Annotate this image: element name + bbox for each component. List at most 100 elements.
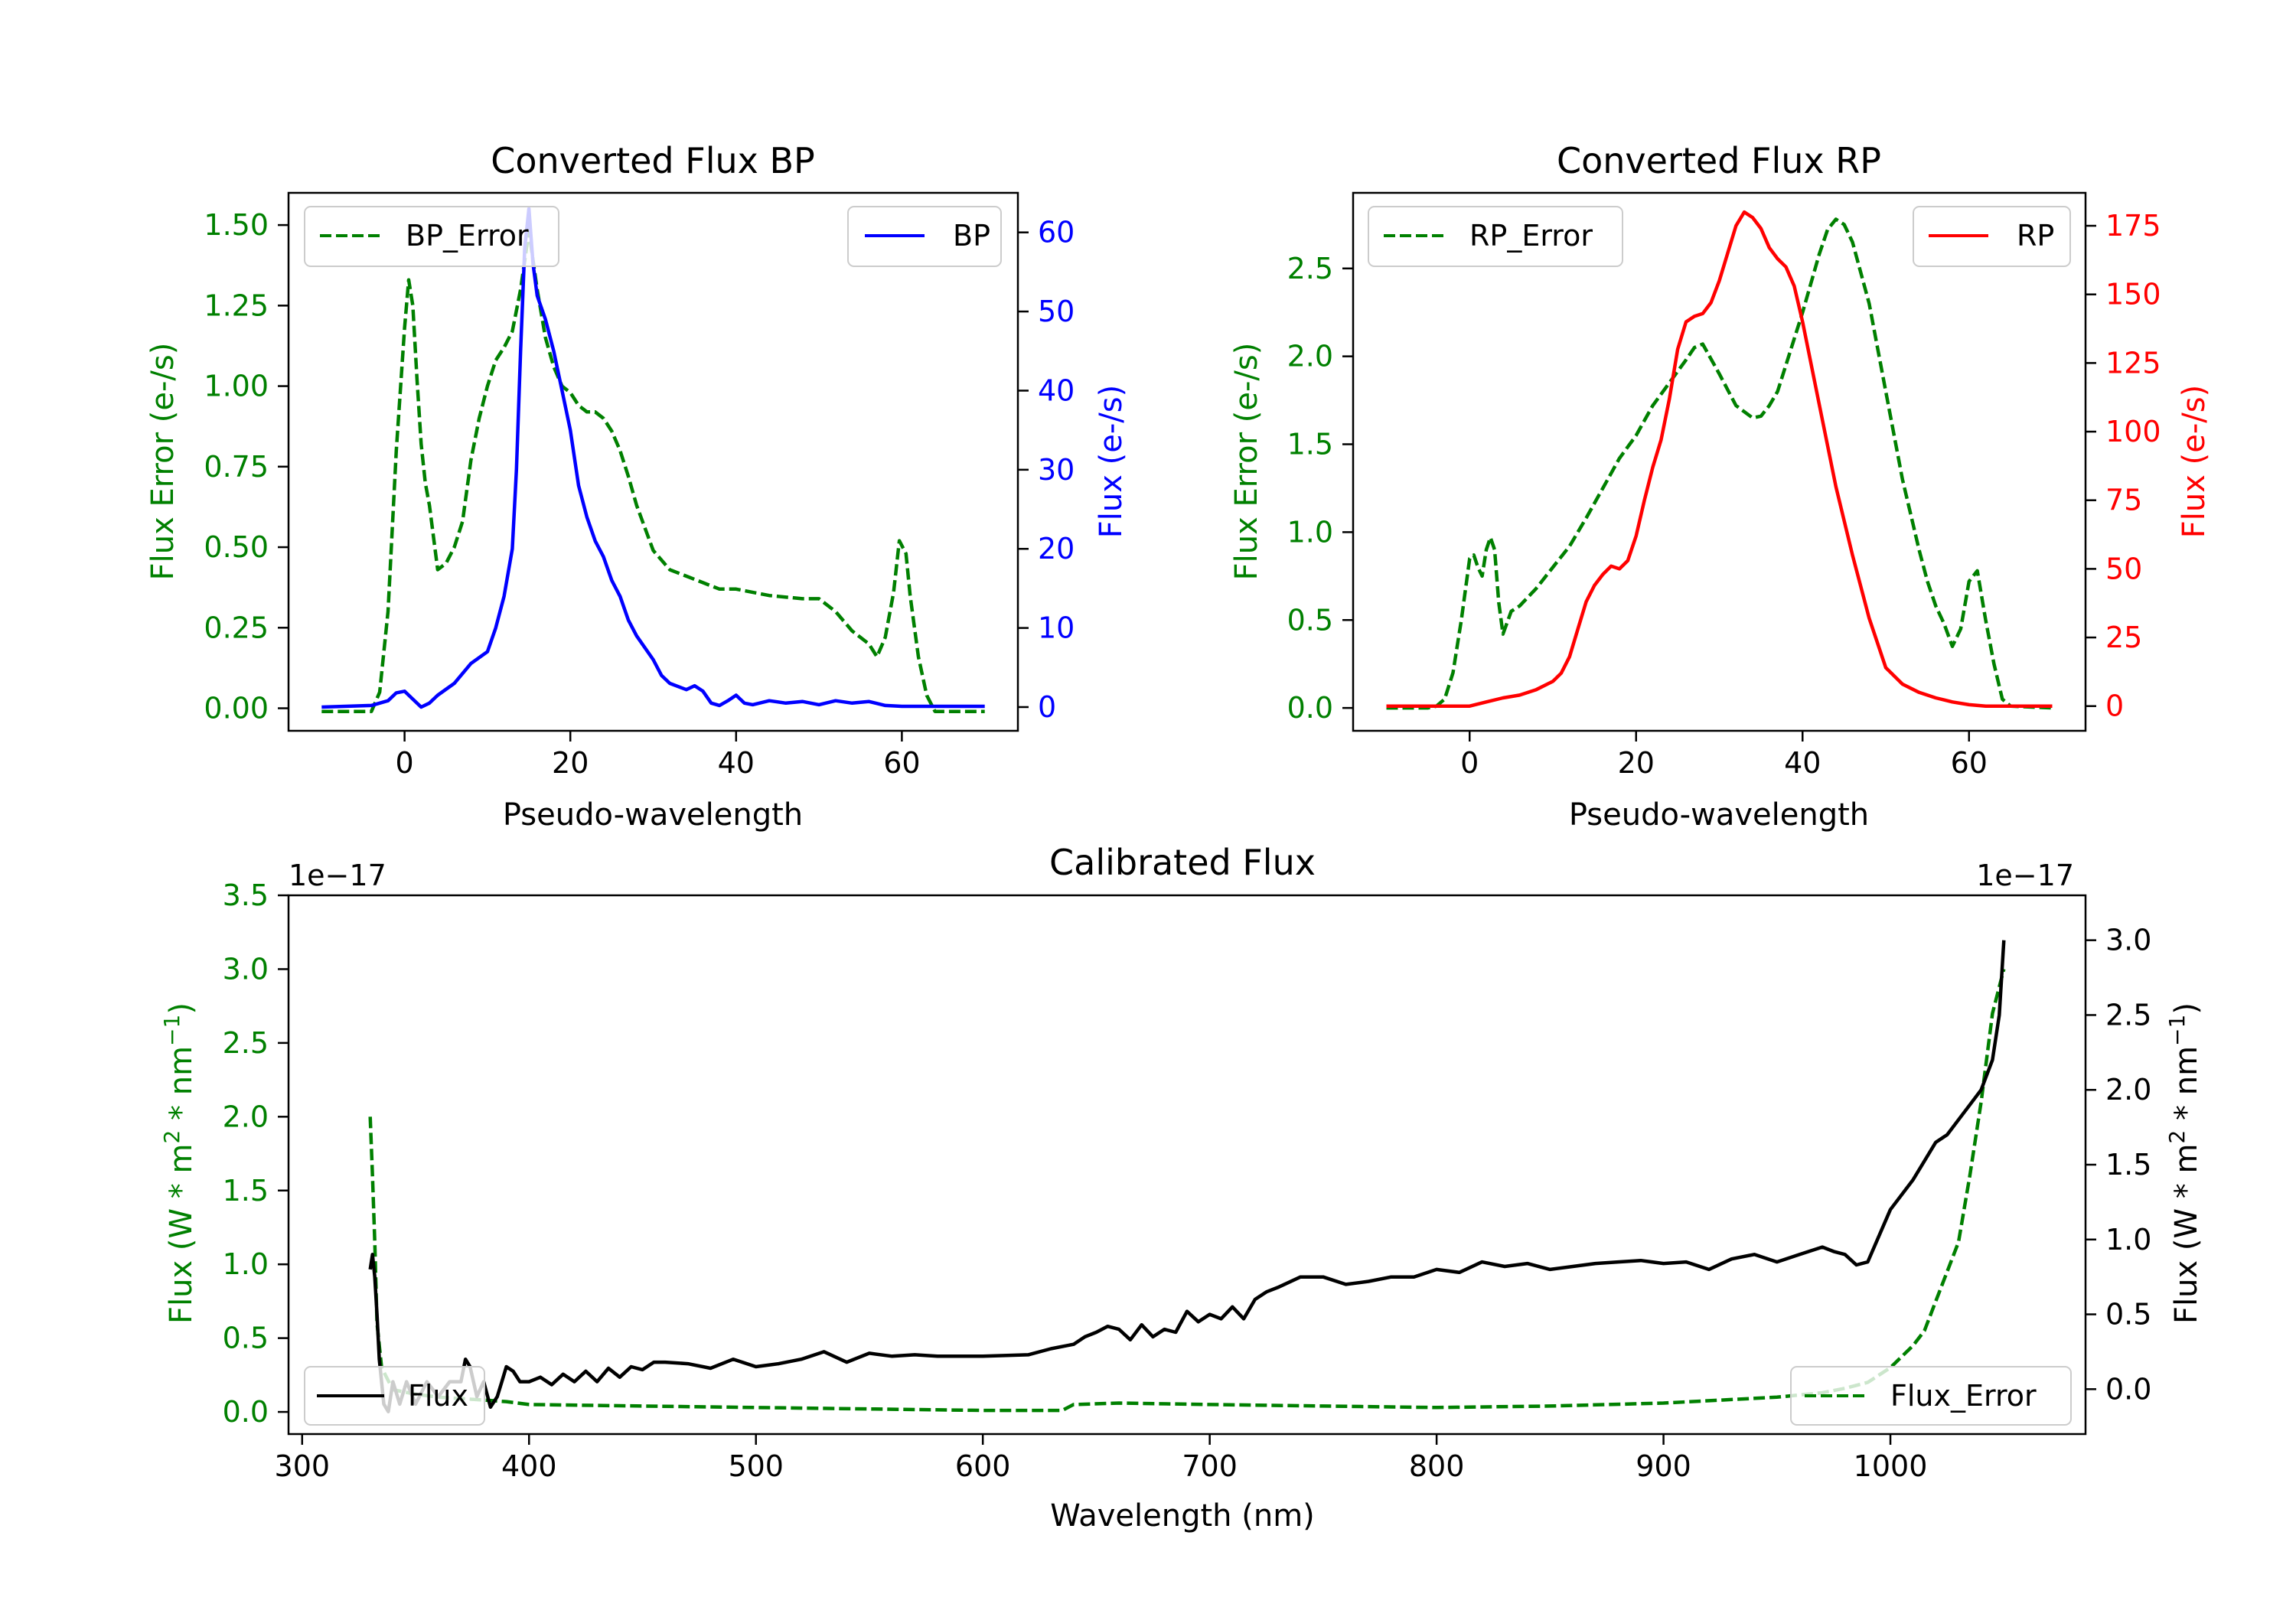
- rp-left-tick-label: 2.5: [1287, 252, 1333, 285]
- rp-x-tick-label: 60: [1951, 746, 1988, 780]
- calibrated-right-offset-text: 1e−17: [1976, 859, 2074, 892]
- bp-right-ticks: 0 10 20 30 40 50 60: [1018, 216, 1075, 724]
- calibrated-x-axis-label: Wavelength (nm): [1050, 1498, 1315, 1534]
- bp-title: Converted Flux BP: [491, 140, 815, 181]
- calibrated-left-tick-label: 1.5: [223, 1174, 269, 1208]
- bp-panel: 0 20 40 60 0.00 0.25 0.50 0.75 1.00 1.25 1.50 0 10…: [145, 140, 1129, 833]
- calibrated-legend-left-label: Flux: [408, 1379, 468, 1413]
- rp-left-tick-label: 1.5: [1287, 428, 1333, 461]
- bp-right-y-axis-label: Flux (e-/s): [1094, 385, 1129, 538]
- rp-left-ticks: 0.0 0.5 1.0 1.5 2.0 2.5: [1287, 252, 1353, 725]
- bp-x-tick-label: 0: [396, 746, 414, 780]
- calibrated-legend-right: Flux_Error: [1790, 1366, 2072, 1426]
- rp-right-tick-label: 0: [2105, 689, 2124, 723]
- calibrated-left-ticks: 0.0 0.5 1.0 1.5 2.0 2.5 3.0 3.5: [223, 878, 289, 1429]
- calibrated-plot-frame: [287, 894, 2087, 1436]
- rp-right-tick-label: 125: [2105, 346, 2161, 380]
- rp-right-y-axis-label: Flux (e-/s): [2177, 385, 2212, 538]
- bp-legend-left-box: [304, 206, 559, 267]
- calibrated-left-tick-label: 3.0: [223, 952, 269, 986]
- calibrated-x-tick-label: 500: [728, 1449, 784, 1483]
- calibrated-right-tick-label: 1.5: [2105, 1148, 2151, 1182]
- bp-left-tick-label: 1.25: [204, 288, 269, 322]
- calibrated-legend-left-box: [304, 1366, 485, 1426]
- calibrated-left-tick-label: 2.5: [223, 1026, 269, 1060]
- bp-right-tick-label: 10: [1038, 611, 1075, 645]
- rp-left-y-axis-label: Flux Error (e-/s): [1229, 343, 1264, 581]
- bp-right-tick-label: 0: [1038, 690, 1056, 724]
- calibrated-left-tick-label: 2.0: [223, 1100, 269, 1133]
- rp-x-axis-label: Pseudo-wavelength: [1569, 797, 1869, 833]
- rp-right-tick-label: 25: [2105, 621, 2142, 654]
- rp-left-tick-label: 2.0: [1287, 340, 1333, 373]
- calibrated-left-y-axis-label: Flux (W * m2 * nm−1): [159, 1002, 199, 1324]
- rp-left-tick-label: 0.5: [1287, 603, 1333, 637]
- bp-legend-right: BP: [847, 206, 1002, 267]
- calibrated-right-tick-label: 0.0: [2105, 1372, 2151, 1406]
- rp-plot-frame: [1352, 191, 2087, 732]
- rp-title: Converted Flux RP: [1557, 140, 1881, 181]
- calibrated-x-tick-label: 600: [955, 1449, 1011, 1483]
- bp-left-tick-label: 1.00: [204, 370, 269, 403]
- calibrated-left-tick-label: 3.5: [223, 878, 269, 912]
- calibrated-left-tick-label: 1.0: [223, 1247, 269, 1281]
- bp-plot-frame: [287, 191, 1019, 732]
- calibrated-right-tick-label: 2.5: [2105, 998, 2151, 1032]
- rp-right-ticks: 0 25 50 75 100 125 150 175: [2086, 209, 2161, 723]
- calibrated-x-ticks: 300 400 500 600 700 800 900 1000: [275, 1434, 1928, 1483]
- rp-legend-right-box: [1913, 206, 2071, 267]
- calibrated-right-y-axis-label: Flux (W * m2 * nm−1): [2164, 1002, 2204, 1324]
- calibrated-legend-right-box: [1790, 1366, 2072, 1426]
- bp-right-tick-label: 40: [1038, 373, 1075, 407]
- bp-right-tick-label: 60: [1038, 216, 1075, 249]
- rp-left-tick-label: 1.0: [1287, 515, 1333, 549]
- calibrated-legend-left: Flux: [304, 1366, 485, 1426]
- rp-legend-right: RP: [1913, 206, 2071, 267]
- calibrated-right-tick-label: 3.0: [2105, 924, 2151, 957]
- rp-left-tick-label: 0.0: [1287, 691, 1333, 725]
- bp-left-y-axis-label: Flux Error (e-/s): [145, 343, 181, 581]
- bp-legend-left: BP_Error: [304, 206, 559, 267]
- calibrated-x-tick-label: 800: [1409, 1449, 1465, 1483]
- bp-series-layer: [321, 207, 985, 713]
- rp-legend-left-label: RP_Error: [1469, 219, 1593, 253]
- calibrated-right-ticks: 0.0 0.5 1.0 1.5 2.0 2.5 3.0: [2086, 924, 2151, 1406]
- rp-x-ticks: 0 20 40 60: [1460, 731, 1988, 780]
- rp-panel: 0 20 40 60 0.0 0.5 1.0 1.5 2.0 2.5 0 25 50 75 100 125…: [1229, 140, 2212, 833]
- calibrated-x-tick-label: 1000: [1854, 1449, 1928, 1483]
- calibrated-left-tick-label: 0.5: [223, 1322, 269, 1355]
- bp-x-axis-label: Pseudo-wavelength: [503, 797, 803, 833]
- bp-right-tick-label: 20: [1038, 532, 1075, 566]
- rp-x-tick-label: 0: [1460, 746, 1479, 780]
- bp-legend-right-label: BP: [953, 219, 990, 253]
- calibrated-right-tick-label: 2.0: [2105, 1073, 2151, 1107]
- rp-legend-right-label: RP: [2017, 219, 2054, 253]
- rp-right-tick-label: 175: [2105, 209, 2161, 243]
- bp-left-tick-label: 1.50: [204, 208, 269, 242]
- rp-right-tick-label: 75: [2105, 484, 2142, 517]
- rp-right-tick-label: 50: [2105, 552, 2142, 585]
- calibrated-left-offset-text: 1e−17: [289, 859, 386, 892]
- bp-right-tick-label: 30: [1038, 453, 1075, 487]
- rp-right-tick-label: 150: [2105, 278, 2161, 311]
- calibrated-x-tick-label: 900: [1636, 1449, 1691, 1483]
- rp-legend-left: RP_Error: [1368, 206, 1623, 267]
- calibrated-legend-right-label: Flux_Error: [1890, 1379, 2037, 1413]
- bp-left-tick-label: 0.75: [204, 450, 269, 484]
- rp-x-tick-label: 40: [1784, 746, 1821, 780]
- calibrated-right-tick-label: 1.0: [2105, 1223, 2151, 1257]
- rp-right-tick-label: 100: [2105, 415, 2161, 448]
- rp-series-rp-line: [1386, 210, 2053, 708]
- rp-series-layer: [1386, 210, 2053, 710]
- bp-x-tick-label: 20: [552, 746, 589, 780]
- calibrated-title: Calibrated Flux: [1049, 842, 1316, 883]
- bp-series-bp-error-line: [321, 230, 985, 713]
- calibrated-left-tick-label: 0.0: [223, 1395, 269, 1429]
- calibrated-x-tick-label: 700: [1182, 1449, 1238, 1483]
- calibrated-right-tick-label: 0.5: [2105, 1298, 2151, 1332]
- calibrated-panel: 300 400 500 600 700 800 900 1000 0.0 0.5 1.0 1.5 2.…: [159, 842, 2204, 1534]
- bp-left-ticks: 0.00 0.25 0.50 0.75 1.00 1.25 1.50: [204, 208, 289, 725]
- bp-x-ticks: 0 20 40 60: [396, 731, 921, 780]
